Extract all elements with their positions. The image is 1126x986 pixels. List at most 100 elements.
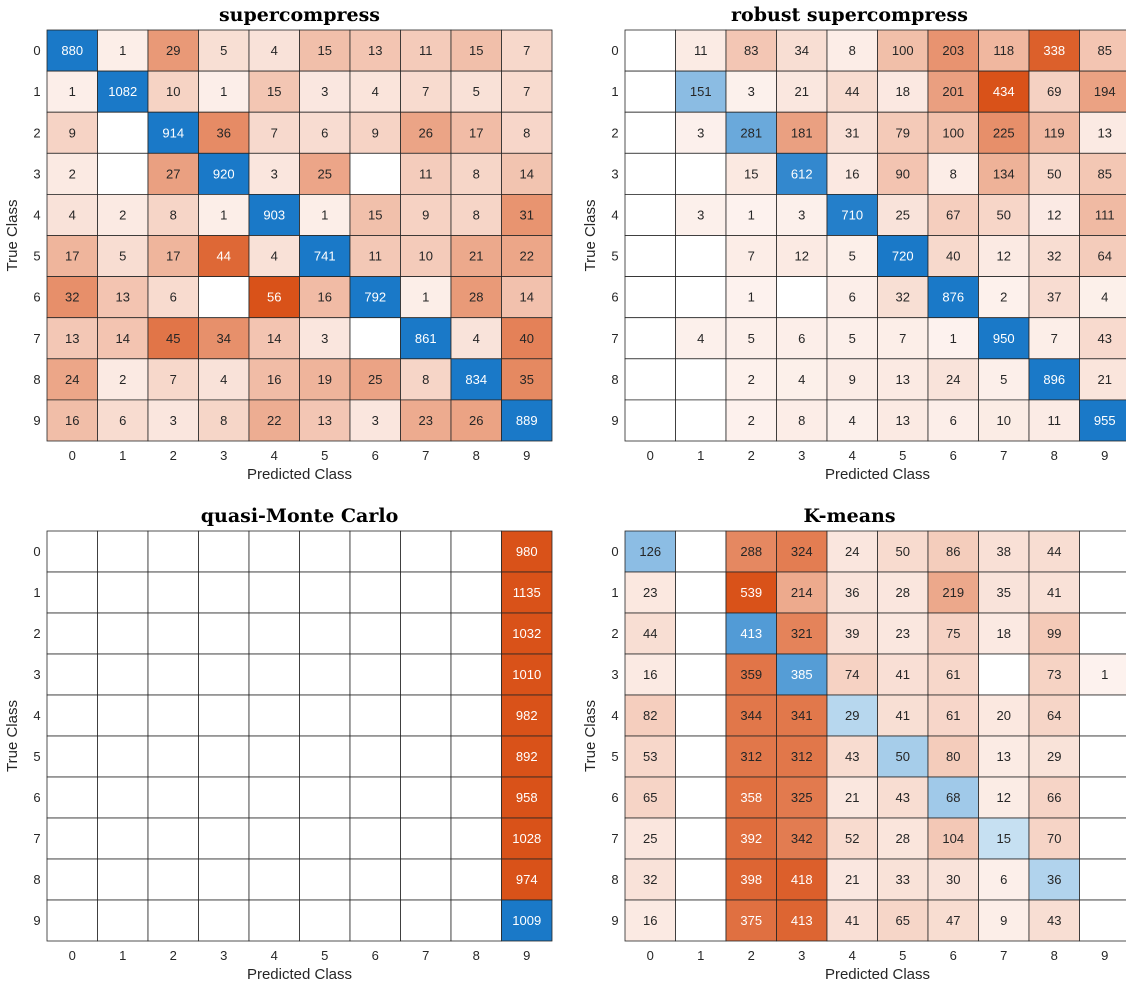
matrix-cell — [624, 817, 676, 860]
cell-value: 413 — [740, 626, 762, 641]
matrix-cell — [450, 193, 502, 236]
cell-value: 4 — [372, 84, 379, 99]
matrix-cell — [349, 152, 401, 195]
matrix-cell — [826, 235, 878, 277]
cell-value: 7 — [170, 372, 177, 387]
matrix-cell — [450, 317, 502, 360]
matrix-cell — [198, 235, 250, 277]
matrix-cell — [198, 858, 250, 901]
matrix-cell — [1079, 776, 1126, 819]
matrix-cell — [248, 776, 300, 819]
cell-value: 44 — [845, 84, 859, 99]
cell-value: 2 — [69, 166, 76, 181]
cell-value: 11 — [369, 249, 383, 264]
matrix-cell — [349, 70, 401, 113]
x-tick-label: 4 — [849, 948, 856, 963]
matrix-cell — [624, 899, 676, 942]
cell-value: 52 — [845, 831, 859, 846]
cell-value: 50 — [896, 749, 910, 764]
y-tick-label: 9 — [611, 413, 618, 428]
matrix-cell — [46, 694, 98, 737]
cell-value: 100 — [942, 125, 964, 140]
matrix-cell — [927, 399, 979, 442]
matrix-cell — [624, 70, 676, 113]
x-tick-label: 7 — [1000, 448, 1007, 463]
matrix-cell — [624, 152, 676, 195]
y-tick-label: 1 — [33, 585, 40, 600]
cell-value: 23 — [419, 413, 433, 428]
cell-value: 43 — [1098, 331, 1112, 346]
cell-value: 10 — [419, 249, 433, 264]
x-tick-label: 8 — [1051, 948, 1058, 963]
cell-value: 4 — [271, 249, 278, 264]
matrix-cell — [725, 29, 777, 72]
cell-value: 29 — [1047, 749, 1061, 764]
cell-value: 50 — [997, 207, 1011, 222]
cell-value: 4 — [473, 331, 480, 346]
cell-value: 1135 — [513, 585, 541, 600]
cell-value: 914 — [162, 125, 184, 140]
cell-value: 321 — [791, 626, 813, 641]
matrix-cell — [675, 29, 727, 72]
cell-value: 18 — [896, 84, 910, 99]
matrix-cell — [299, 235, 351, 277]
cell-value: 32 — [1047, 249, 1061, 264]
cell-value: 126 — [639, 544, 661, 559]
matrix-cell — [978, 571, 1030, 614]
cell-value: 25 — [318, 166, 332, 181]
cell-value: 1032 — [512, 626, 541, 641]
y-tick-label: 9 — [611, 913, 618, 928]
cell-value: 5 — [849, 249, 856, 264]
cell-value: 2 — [1000, 290, 1007, 305]
y-tick-label: 4 — [33, 207, 40, 222]
matrix-cell — [826, 694, 878, 737]
matrix-cell — [400, 694, 452, 737]
y-axis-label: True Class — [582, 200, 599, 272]
cell-value: 79 — [896, 125, 910, 140]
matrix-cell — [299, 694, 351, 737]
cell-value: 29 — [845, 708, 859, 723]
matrix-cell — [198, 317, 250, 360]
matrix-cell — [299, 776, 351, 819]
matrix-cell — [877, 399, 929, 442]
cell-value: 12 — [795, 249, 809, 264]
cell-value: 17 — [469, 125, 483, 140]
matrix-cell — [198, 530, 250, 573]
cell-value: 15 — [318, 43, 332, 58]
cell-value: 8 — [950, 166, 957, 181]
cell-value: 134 — [993, 166, 1015, 181]
x-tick-label: 8 — [1051, 448, 1058, 463]
matrix-cell — [46, 235, 98, 277]
cell-value: 281 — [740, 125, 762, 140]
matrix-cell — [349, 735, 401, 778]
cell-value: 1 — [321, 207, 328, 222]
cell-value: 32 — [896, 290, 910, 305]
matrix-cell — [675, 399, 727, 442]
x-tick-label: 1 — [697, 448, 704, 463]
cell-value: 8 — [170, 207, 177, 222]
y-tick-label: 1 — [33, 84, 40, 99]
matrix-cell — [927, 70, 979, 113]
matrix-cell — [349, 235, 401, 277]
matrix-cell — [450, 70, 502, 113]
cell-value: 66 — [1047, 790, 1061, 805]
cell-value: 834 — [465, 372, 487, 387]
matrix-cell — [1028, 276, 1080, 319]
matrix-cell — [776, 858, 828, 901]
matrix-cell — [147, 858, 199, 901]
matrix-cell — [97, 317, 149, 360]
matrix-cell — [147, 358, 199, 401]
matrix-cell — [776, 29, 828, 72]
matrix-cell — [501, 530, 553, 573]
cell-value: 21 — [795, 84, 809, 99]
matrix-cell — [1079, 817, 1126, 860]
cell-value: 3 — [321, 84, 328, 99]
cell-value: 5 — [748, 331, 755, 346]
matrix-cell — [349, 530, 401, 573]
matrix-cell — [400, 735, 452, 778]
matrix-cell — [927, 653, 979, 696]
matrix-cell — [198, 111, 250, 154]
cell-value: 7 — [748, 249, 755, 264]
matrix-cell — [400, 530, 452, 573]
matrix-cell — [198, 694, 250, 737]
